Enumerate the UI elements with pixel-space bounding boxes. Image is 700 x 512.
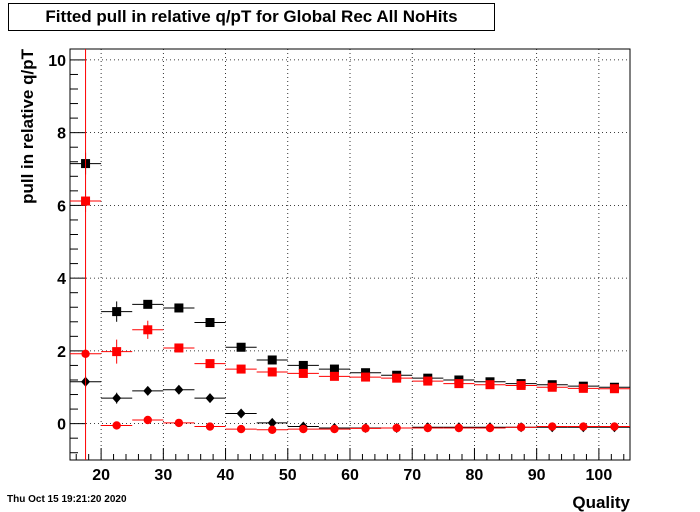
data-point bbox=[392, 423, 401, 433]
chart-title-box: Fitted pull in relative q/pT for Global … bbox=[8, 3, 495, 31]
chart-title: Fitted pull in relative q/pT for Global … bbox=[45, 7, 458, 26]
data-point bbox=[174, 303, 184, 313]
y-tick-label: 2 bbox=[57, 344, 66, 361]
data-series bbox=[70, 49, 630, 460]
x-tick-label: 20 bbox=[92, 467, 110, 484]
data-point bbox=[143, 385, 153, 396]
data-point bbox=[236, 364, 246, 374]
data-point bbox=[205, 393, 215, 404]
plot-frame bbox=[69, 48, 631, 461]
data-point bbox=[143, 325, 153, 335]
data-point bbox=[329, 371, 339, 381]
data-point bbox=[361, 372, 371, 382]
data-point bbox=[205, 422, 215, 431]
data-point bbox=[299, 424, 308, 434]
timestamp: Thu Oct 15 19:21:20 2020 bbox=[7, 494, 127, 505]
data-point bbox=[516, 423, 526, 432]
data-point bbox=[268, 425, 277, 435]
data-point bbox=[298, 360, 308, 370]
data-point bbox=[361, 424, 370, 433]
data-point bbox=[454, 423, 464, 433]
y-tick-label: 0 bbox=[57, 417, 66, 434]
y-tick-label: 10 bbox=[48, 53, 66, 70]
data-point bbox=[112, 347, 122, 357]
data-point bbox=[392, 373, 402, 383]
x-tick-label: 80 bbox=[466, 467, 484, 484]
data-point bbox=[609, 384, 619, 394]
data-point bbox=[579, 422, 588, 431]
data-point bbox=[423, 423, 432, 433]
data-point bbox=[174, 384, 184, 395]
data-point bbox=[329, 364, 339, 374]
x-tick-label: 60 bbox=[341, 467, 359, 484]
y-tick-labels: 0 2 4 6 8 10 bbox=[48, 53, 66, 434]
data-point bbox=[143, 299, 153, 309]
data-point bbox=[548, 422, 557, 431]
data-point bbox=[174, 418, 184, 428]
grid-lines bbox=[70, 49, 630, 460]
x-tick-label: 100 bbox=[586, 467, 613, 484]
x-tick-label: 30 bbox=[154, 467, 172, 484]
data-point bbox=[236, 342, 246, 352]
data-point bbox=[236, 408, 246, 419]
x-axis-title: Quality bbox=[572, 493, 630, 512]
data-point bbox=[267, 355, 277, 365]
data-point bbox=[236, 424, 246, 434]
x-tick-label: 70 bbox=[403, 467, 421, 484]
series-4 bbox=[70, 49, 630, 460]
data-point bbox=[330, 424, 339, 434]
x-tick-labels: 20 30 40 50 60 70 80 90 100 bbox=[92, 467, 612, 484]
data-point bbox=[112, 393, 122, 404]
axis-ticks bbox=[70, 59, 625, 460]
data-point bbox=[205, 359, 215, 369]
y-axis-title: pull in relative q/pT bbox=[18, 48, 37, 204]
data-point bbox=[174, 343, 184, 353]
data-point bbox=[516, 380, 526, 390]
data-point bbox=[578, 383, 588, 393]
series-1 bbox=[70, 152, 630, 392]
x-tick-label: 90 bbox=[528, 467, 546, 484]
data-point bbox=[610, 422, 619, 431]
data-point bbox=[81, 349, 90, 358]
data-point bbox=[298, 368, 308, 378]
data-point bbox=[205, 318, 215, 328]
data-point bbox=[143, 415, 152, 425]
data-point bbox=[267, 367, 277, 377]
series-2 bbox=[70, 190, 630, 394]
data-point bbox=[485, 380, 495, 390]
x-tick-label: 40 bbox=[217, 467, 235, 484]
data-point bbox=[112, 421, 121, 430]
y-tick-label: 4 bbox=[57, 271, 66, 288]
y-tick-label: 8 bbox=[57, 126, 66, 143]
data-point bbox=[547, 382, 557, 392]
data-point bbox=[485, 423, 495, 433]
x-tick-label: 50 bbox=[279, 467, 297, 484]
data-point bbox=[423, 376, 433, 386]
data-point bbox=[454, 379, 464, 389]
data-point bbox=[267, 417, 277, 428]
y-tick-label: 6 bbox=[57, 198, 66, 215]
data-point bbox=[112, 307, 122, 317]
